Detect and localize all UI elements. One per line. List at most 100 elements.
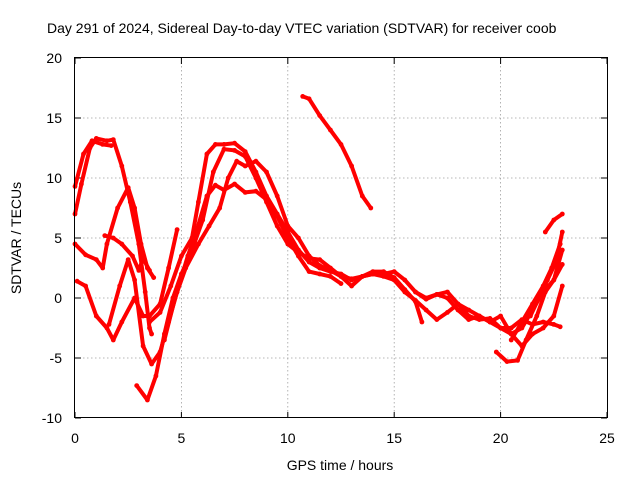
- x-tick-label: 15: [386, 430, 402, 446]
- data-point: [338, 274, 344, 279]
- data-point: [138, 241, 144, 247]
- data-point: [196, 241, 201, 247]
- data-point: [559, 247, 565, 253]
- data-point: [264, 169, 269, 175]
- data-point: [306, 253, 312, 259]
- data-point: [168, 283, 174, 289]
- data-point: [306, 259, 312, 265]
- data-point: [328, 268, 333, 273]
- series-track-1: [72, 136, 155, 337]
- data-point: [210, 169, 216, 175]
- data-point: [213, 182, 218, 188]
- data-point: [317, 113, 323, 118]
- data-point: [206, 223, 212, 229]
- data-point: [551, 313, 557, 319]
- data-point: [242, 190, 248, 195]
- data-point: [359, 274, 365, 279]
- data-point: [110, 235, 116, 241]
- x-tick-label: 5: [178, 430, 186, 446]
- data-point: [553, 259, 559, 265]
- data-point: [183, 265, 189, 271]
- data-point: [213, 142, 218, 147]
- data-point: [493, 349, 499, 355]
- data-point: [434, 292, 440, 297]
- series-track-4: [102, 233, 152, 273]
- data-point: [179, 253, 184, 259]
- data-point: [391, 269, 397, 274]
- data-point: [445, 310, 450, 315]
- y-tick-label: 5: [54, 230, 62, 246]
- data-point: [125, 257, 131, 262]
- data-point: [402, 277, 408, 283]
- data-point: [108, 143, 114, 149]
- data-point: [140, 343, 146, 349]
- x-tick-label: 25: [599, 430, 615, 446]
- data-point: [274, 223, 280, 229]
- data-point: [83, 283, 88, 289]
- data-point: [119, 319, 125, 325]
- data-point: [402, 289, 408, 295]
- data-point: [455, 301, 461, 307]
- data-point: [93, 313, 99, 319]
- data-point: [264, 193, 269, 199]
- data-point: [153, 373, 159, 379]
- y-tick-label: 15: [46, 110, 62, 126]
- chart-title: Day 291 of 2024, Sidereal Day-to-day VTE…: [47, 20, 557, 36]
- data-point: [296, 235, 301, 241]
- data-point: [434, 317, 440, 322]
- data-point: [232, 140, 238, 146]
- data-point: [551, 322, 557, 327]
- data-point: [317, 263, 323, 268]
- data-point: [317, 271, 323, 277]
- data-point: [285, 229, 291, 235]
- data-point: [338, 142, 344, 147]
- data-point: [134, 383, 140, 388]
- data-point: [540, 319, 546, 325]
- series-track-10: [300, 94, 374, 211]
- data-point: [498, 313, 503, 319]
- data-point: [445, 295, 450, 301]
- data-point: [130, 253, 135, 259]
- data-point: [559, 211, 565, 217]
- data-point: [559, 283, 565, 289]
- data-point: [145, 397, 150, 403]
- data-point: [359, 193, 365, 199]
- x-tick-label: 20: [493, 430, 509, 446]
- data-point: [242, 163, 248, 169]
- data-point: [317, 257, 323, 262]
- data-point: [147, 325, 152, 331]
- data-point: [200, 217, 206, 223]
- data-point: [196, 199, 201, 205]
- data-point: [110, 137, 116, 143]
- data-point: [106, 322, 112, 327]
- data-point: [370, 271, 376, 277]
- series-line: [300, 94, 373, 210]
- data-point: [172, 295, 178, 301]
- data-point: [328, 127, 333, 133]
- y-tick-label: -5: [50, 350, 63, 366]
- data-point: [306, 96, 312, 102]
- data-point: [542, 229, 548, 235]
- data-point: [519, 319, 525, 325]
- data-point: [234, 158, 240, 164]
- data-point: [232, 148, 238, 153]
- data-point: [174, 227, 180, 233]
- data-point: [157, 310, 163, 315]
- x-tick-label: 0: [71, 430, 79, 446]
- data-point: [147, 313, 152, 319]
- grid: [75, 58, 607, 418]
- series-track-15: [542, 211, 565, 235]
- data-point: [476, 313, 482, 319]
- data-point: [93, 257, 99, 262]
- data-point: [285, 241, 291, 247]
- data-point: [132, 205, 138, 211]
- data-point: [381, 274, 386, 279]
- series-line: [73, 136, 154, 336]
- data-point: [528, 313, 533, 319]
- data-point: [540, 325, 546, 331]
- data-point: [285, 223, 291, 229]
- data-point: [413, 298, 418, 303]
- data-point: [296, 247, 301, 253]
- series-line: [75, 227, 180, 342]
